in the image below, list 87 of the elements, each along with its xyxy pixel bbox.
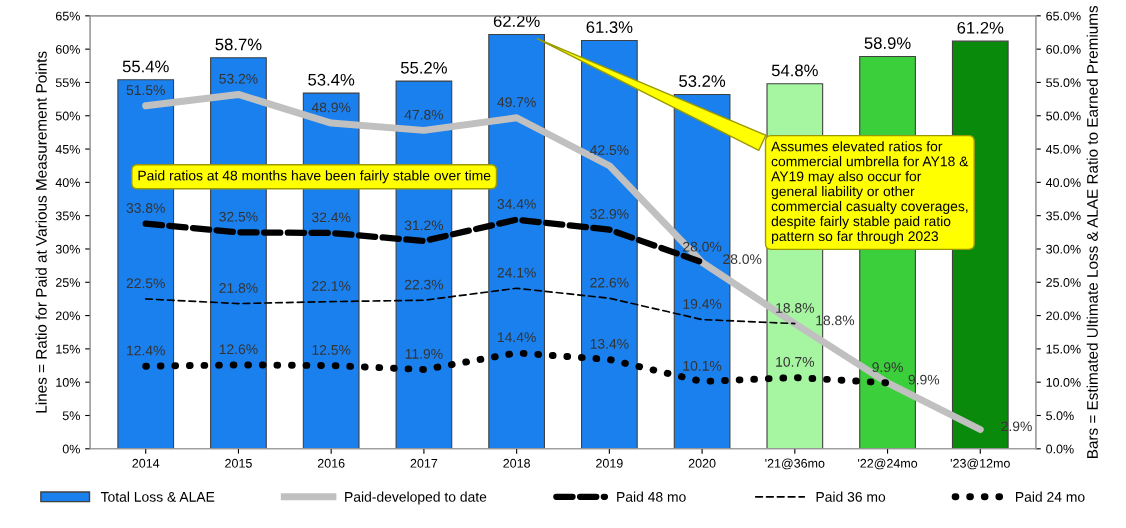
data-label: 9.9%: [872, 362, 903, 373]
x-tick-label: '21@36mo: [765, 458, 825, 470]
data-label: 22.1%: [312, 281, 351, 291]
y-tick-label: 50%: [55, 111, 80, 121]
data-label: 54.8%: [771, 64, 818, 77]
y2-tick-label: 0.0%: [1046, 444, 1074, 454]
data-label: 55.2%: [400, 61, 447, 74]
data-label: 61.2%: [957, 21, 1004, 34]
y-tick-label: 20%: [55, 311, 80, 321]
y2-tick-label: 50.0%: [1046, 111, 1081, 121]
data-label: 12.4%: [127, 345, 165, 356]
y-tick-label: 55%: [55, 78, 80, 88]
y2-tick-label: 45.0%: [1045, 144, 1081, 154]
data-label: 22.6%: [590, 277, 629, 288]
data-label: 51.5%: [126, 85, 165, 96]
bar: [580, 39, 638, 449]
x-tick-label: 2019: [596, 458, 623, 468]
data-label: 49.7%: [497, 97, 536, 108]
x-tick-label: 2016: [317, 458, 345, 468]
annotation: Paid ratios at 48 months have been fairly stable over time: [138, 170, 491, 184]
legend-label: Total Loss & ALAE: [100, 491, 215, 502]
data-label: 19.4%: [683, 299, 722, 309]
x-tick-label: '23@12mo: [950, 458, 1010, 470]
data-label: 32.5%: [219, 211, 258, 222]
data-label: 18.8%: [776, 303, 815, 313]
x-tick-label: 2020: [688, 458, 716, 468]
data-label: 12.6%: [219, 344, 258, 355]
y-tick-label: 0%: [62, 444, 80, 454]
y-tick-label: 45%: [55, 144, 80, 154]
legend-label: Paid-developed to date: [345, 491, 487, 505]
x-tick-label: 2018: [503, 458, 530, 468]
data-label: 10.7%: [776, 356, 815, 367]
data-label: 24.1%: [497, 267, 536, 278]
data-label: 48.9%: [311, 102, 351, 113]
y-tick-label: 15%: [56, 344, 80, 354]
legend-label: Paid 48 mo: [617, 491, 686, 502]
data-label: 53.2%: [679, 75, 726, 87]
data-label: 14.4%: [498, 332, 536, 343]
y2-tick-label: 15.0%: [1046, 344, 1081, 354]
y-tick-label: 25%: [55, 278, 80, 287]
data-label: 21.8%: [219, 283, 258, 293]
data-label: 47.8%: [404, 109, 444, 120]
x-tick-label: 2017: [410, 458, 438, 468]
y-tick-label: 65%: [55, 11, 80, 21]
data-label: 53.2%: [219, 73, 258, 84]
legend-label: Paid 24 mo: [1016, 491, 1085, 502]
y2-tick-label: 25.0%: [1046, 278, 1081, 287]
y2-tick-label: 5.0%: [1046, 411, 1074, 421]
data-label: 53.4%: [308, 73, 355, 86]
data-label: 13.4%: [590, 338, 629, 349]
y2-tick-label: 20.0%: [1046, 311, 1081, 321]
data-label: 62.2%: [493, 15, 540, 28]
data-label: 58.9%: [864, 37, 911, 50]
x-tick-label: 2015: [225, 458, 252, 468]
data-label: 61.3%: [586, 21, 633, 34]
y-tick-label: 60%: [55, 44, 80, 54]
y2-tick-label: 65.0%: [1046, 11, 1081, 21]
data-label: 32.4%: [312, 212, 351, 223]
y2-axis-title: Bars = Estimated Ultimate Loss & ALAE Ratio to Earned Premiums: [1086, 5, 1098, 458]
data-label: 10.1%: [683, 360, 722, 371]
y-tick-label: 35%: [55, 211, 80, 221]
annotation: Assumes elevated ratios for commercial umbrella for AY18 & AY19 may also occur for general liability or other commercial casualty coverages, despite fairly stable paid ratio pattern so far through 2023: [771, 141, 969, 244]
y2-tick-label: 60.0%: [1046, 44, 1081, 54]
data-label: 42.5%: [589, 145, 629, 155]
y2-tick-label: 55.0%: [1046, 78, 1081, 88]
y2-tick-label: 30.0%: [1046, 244, 1081, 254]
x-tick-label: '22@24mo: [858, 458, 918, 470]
y-tick-label: 10%: [56, 377, 80, 387]
y-axis-title: Lines = Ratio for Paid at Various Measurement Points: [35, 51, 47, 413]
x-tick-label: 2014: [132, 458, 160, 468]
y2-tick-label: 10.0%: [1046, 377, 1081, 387]
data-label: 22.5%: [126, 278, 165, 289]
data-label: 32.9%: [590, 209, 629, 219]
data-label: 33.8%: [126, 203, 165, 213]
y-tick-label: 40%: [55, 178, 80, 188]
legend-label: Paid 36 mo: [816, 491, 886, 502]
data-label: 22.3%: [404, 279, 444, 290]
data-label: 58.7%: [215, 38, 262, 51]
data-label: 31.2%: [404, 220, 444, 231]
y-tick-label: 5%: [62, 411, 80, 421]
y2-tick-label: 40.0%: [1045, 178, 1081, 188]
data-label: 34.4%: [497, 199, 536, 209]
y-tick-label: 30%: [55, 244, 80, 254]
data-label: 55.4%: [122, 60, 169, 73]
y2-tick-label: 35.0%: [1046, 211, 1081, 221]
data-label: 11.9%: [405, 348, 443, 359]
data-label: 12.5%: [312, 344, 351, 355]
